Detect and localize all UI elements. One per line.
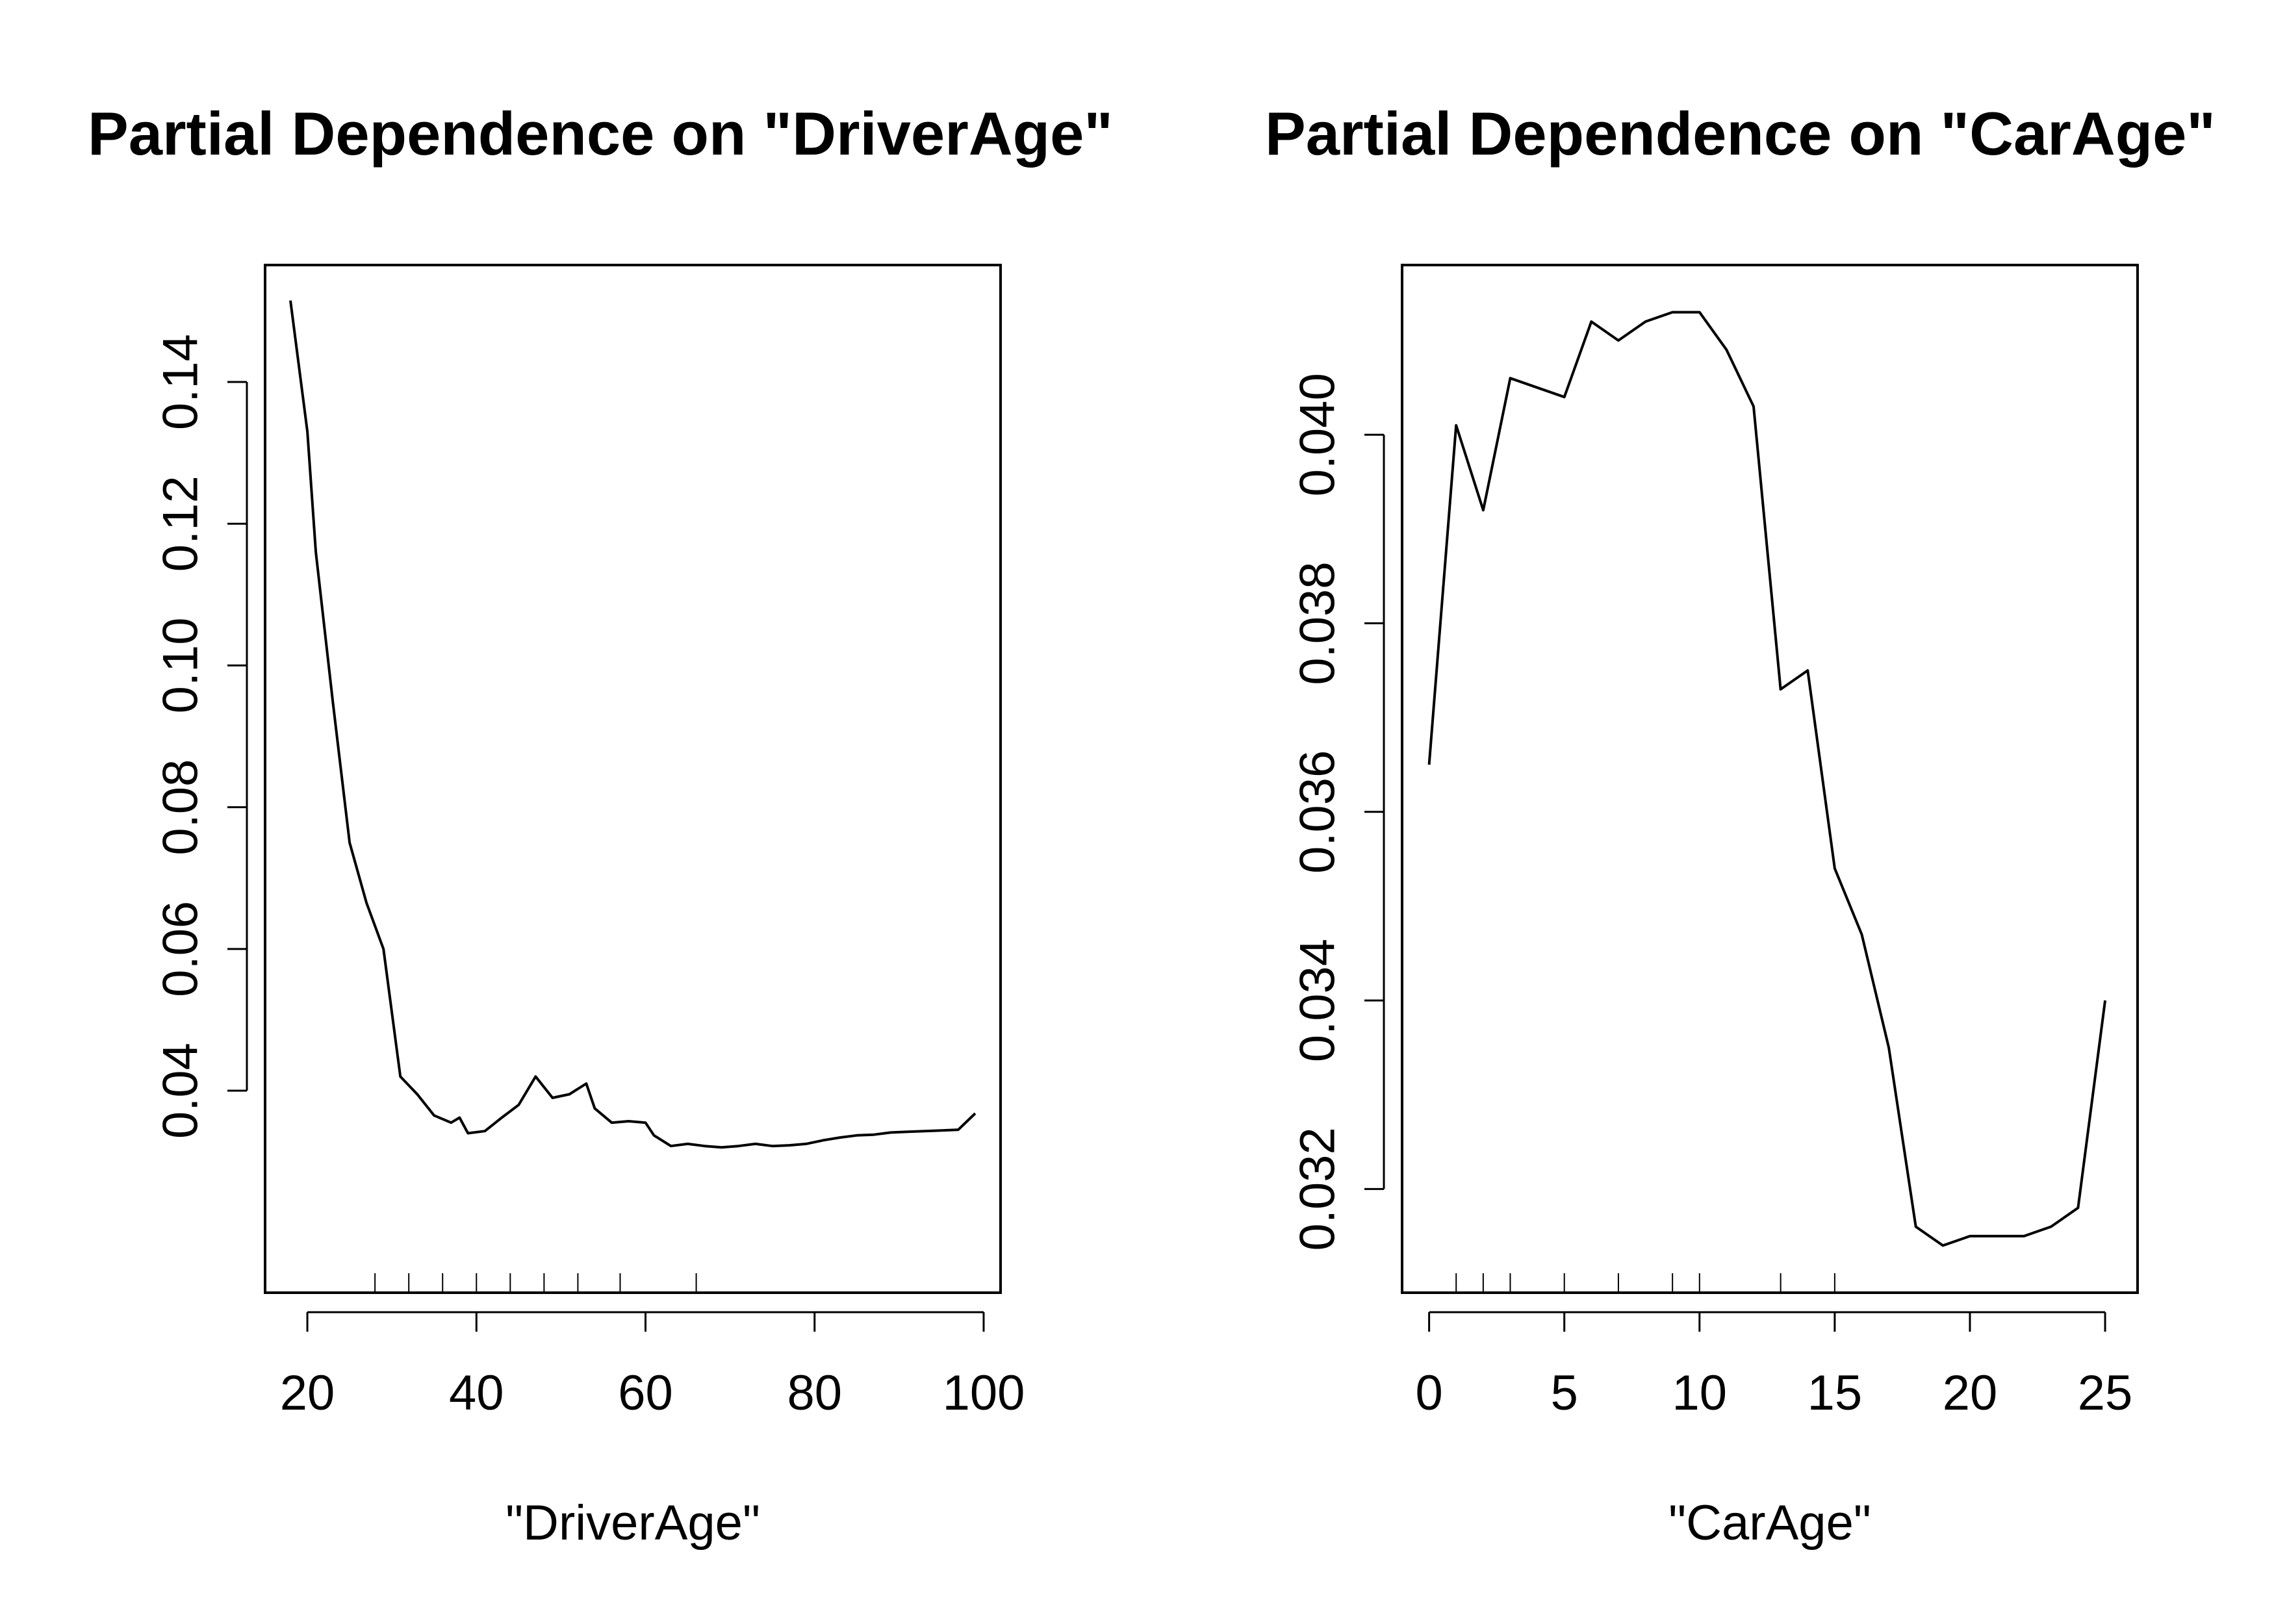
driverage-x-tick-label: 100 [943,1365,1025,1421]
driverage-partial-dependence-line [289,300,977,1149]
driverage-panel: Partial Dependence on "DriverAge" 20 40 60… [88,99,1113,1551]
carage-x-tick-label: 0 [1415,1365,1442,1421]
carage-plot-area: 0 5 10 15 20 25 0.032 0.034 0.036 0.038 0.040 [1290,264,2139,1421]
carage-chart-title: Partial Dependence on "CarAge" [1265,99,2216,168]
carage-x-tick-label: 5 [1551,1365,1578,1421]
driverage-plot-frame [264,264,1002,1294]
driverage-x-tick-label: 60 [618,1365,673,1421]
driverage-plot-area: 20 40 60 80 100 0.04 0.06 0.08 0.10 0.12 0.14 [153,264,1025,1421]
driverage-x-tick-label: 40 [449,1365,504,1421]
driverage-y-tick-label: 0.08 [153,759,209,856]
driverage-x-axis: 20 40 60 80 100 [280,1311,1025,1421]
carage-y-tick-label: 0.038 [1290,561,1346,685]
driverage-y-tick-label: 0.12 [153,476,209,572]
carage-y-tick-label: 0.032 [1290,1127,1346,1250]
driverage-y-tick-label: 0.06 [153,901,209,997]
carage-partial-dependence-line [1427,311,2107,1247]
carage-x-tick-label: 10 [1672,1365,1728,1421]
driverage-rug [374,1273,697,1293]
carage-x-tick-label: 15 [1808,1365,1863,1421]
carage-y-tick-label: 0.034 [1290,939,1346,1062]
carage-y-tick-label: 0.040 [1290,373,1346,496]
driverage-x-axis-label: "DriverAge" [505,1495,760,1551]
carage-y-axis: 0.032 0.034 0.036 0.038 0.040 [1290,373,1385,1250]
carage-x-axis: 0 5 10 15 20 25 [1415,1311,2133,1421]
carage-rug [1455,1273,1835,1293]
carage-y-tick-label: 0.036 [1290,750,1346,874]
carage-plot-frame [1401,264,2139,1294]
carage-panel: Partial Dependence on "CarAge" 0 5 10 15 20 2… [1265,99,2216,1551]
carage-x-axis-label: "CarAge" [1668,1495,1871,1551]
driverage-y-axis: 0.04 0.06 0.08 0.10 0.12 0.14 [153,334,248,1139]
driverage-y-tick-label: 0.04 [153,1043,209,1139]
driverage-chart-title: Partial Dependence on "DriverAge" [88,99,1113,168]
driverage-y-tick-label: 0.14 [153,334,209,430]
driverage-x-tick-label: 20 [280,1365,335,1421]
driverage-x-tick-label: 80 [787,1365,842,1421]
driverage-y-tick-label: 0.10 [153,617,209,713]
carage-x-tick-label: 20 [1943,1365,1998,1421]
carage-x-tick-label: 25 [2078,1365,2133,1421]
